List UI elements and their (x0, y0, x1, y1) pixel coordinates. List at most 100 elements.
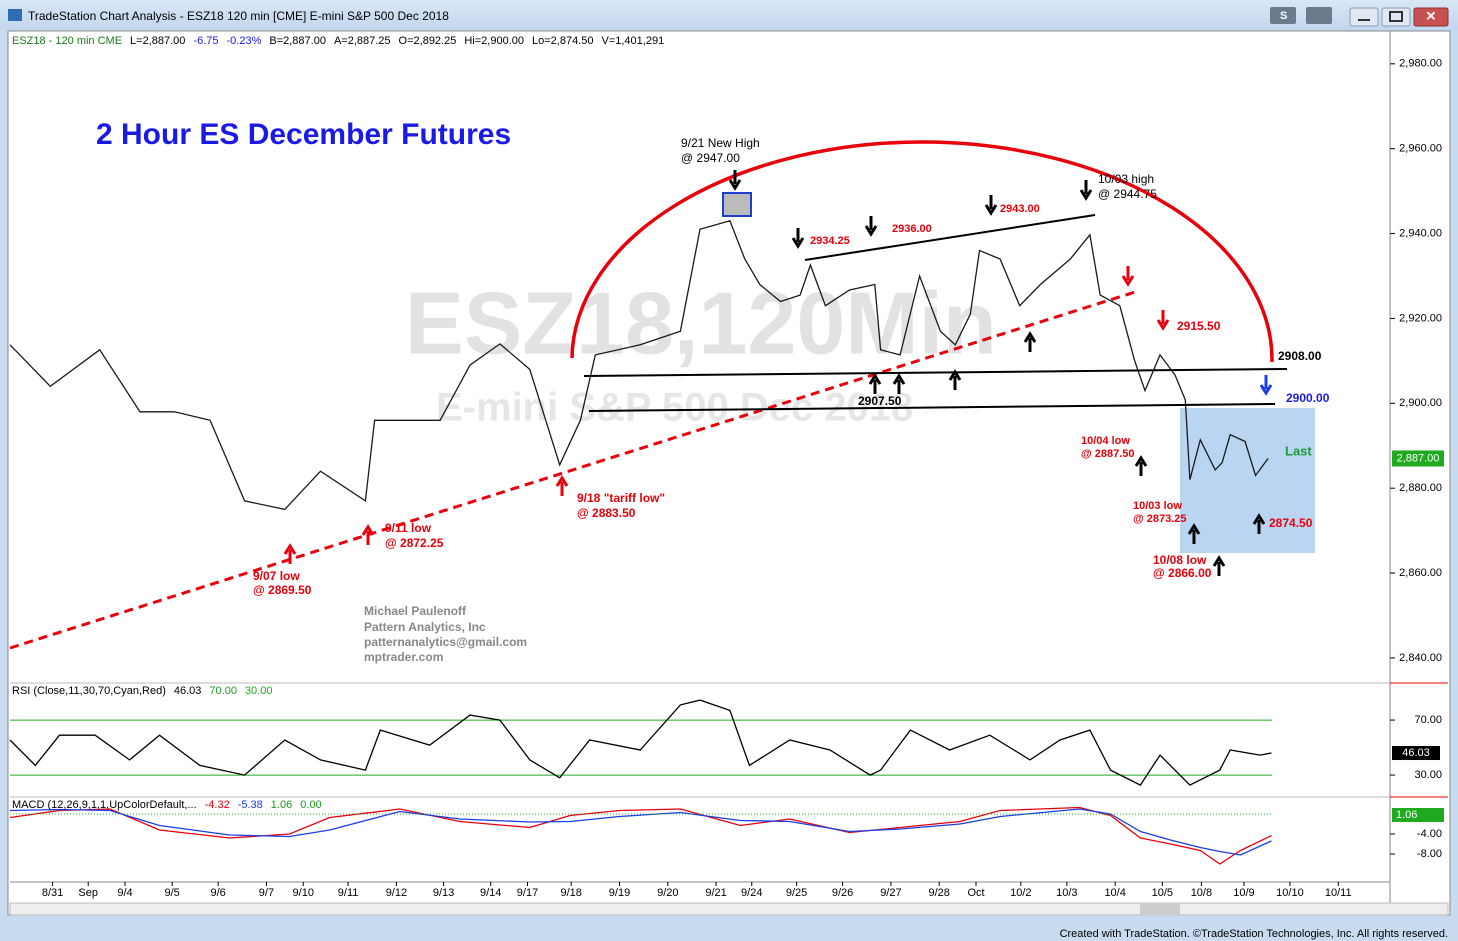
series-line (9, 808, 1272, 856)
y-tick-label: 2,880.00 (1399, 482, 1442, 494)
scroll-bar[interactable] (9, 902, 1449, 916)
y-tick-label: 2,940.00 (1399, 227, 1442, 239)
x-tick-label: 9/28 (928, 887, 949, 899)
x-tick-label: 10/10 (1276, 887, 1304, 899)
chart-headline: 2 Hour ES December Futures (96, 118, 511, 151)
annotation: 2915.50 (1177, 319, 1221, 333)
high-box (722, 192, 752, 217)
annotation: Last (1285, 443, 1312, 458)
legend-entry: MACD (12,26,9,1,1,UpColorDefault,... (12, 799, 197, 811)
annotation: 2936.00 (892, 223, 932, 235)
x-tick-label: 9/25 (786, 887, 807, 899)
symbol-info-field: -6.75 (193, 35, 218, 47)
annotation-arrow (1252, 513, 1266, 534)
annotation-arrow (555, 475, 569, 496)
x-tick-label: 9/5 (165, 887, 180, 899)
symbol-info-field: Lo=2,874.50 (532, 35, 593, 47)
symbol-info: ESZ18 - 120 min CME L=2,887.00 -6.75 -0.23%… (12, 35, 664, 47)
close-button[interactable] (1413, 7, 1449, 27)
footer: Created with TradeStation. ©TradeStation… (1060, 928, 1448, 940)
annotation: @ 2947.00 (681, 151, 740, 165)
indicator-legend: RSI (Close,11,30,70,Cyan,Red) 46.03 70.00 3… (12, 685, 272, 697)
annotation: 9/07 low (253, 569, 300, 583)
x-tick-label: 9/10 (293, 887, 314, 899)
annotation-arrow (892, 373, 906, 394)
annotation: @ 2872.25 (385, 536, 444, 550)
annotation: @ 2869.50 (253, 583, 312, 597)
annotation: @ 2887.50 (1081, 448, 1135, 460)
highlight-box (1180, 408, 1315, 553)
indicator-legend: MACD (12,26,9,1,1,UpColorDefault,... -4.3… (12, 799, 322, 811)
series-line (9, 699, 1272, 786)
histogram-value-label: 1.06 (1396, 809, 1417, 821)
resistance-line (804, 214, 1096, 261)
watermark: ESZ18,120Min (405, 273, 997, 372)
legend-entry: 70.00 (209, 685, 237, 697)
menu-button[interactable] (1306, 7, 1332, 24)
x-tick-label: 9/24 (741, 887, 762, 899)
x-tick-label: 9/27 (880, 887, 901, 899)
close-icon: ✕ (1426, 8, 1437, 23)
annotation-arrow (1121, 266, 1135, 287)
scroll-thumb[interactable] (1140, 904, 1180, 914)
annotation-arrow (864, 216, 878, 237)
minimize-button[interactable] (1349, 7, 1379, 27)
x-tick-label: 10/2 (1010, 887, 1031, 899)
annotation: 10/08 low (1153, 553, 1207, 567)
annotation: 2934.25 (810, 235, 850, 247)
annotation-arrow (791, 228, 805, 249)
x-tick-label: 10/9 (1233, 887, 1254, 899)
author-credit: Pattern Analytics, Inc (364, 620, 486, 634)
annotation: 10/04 low (1081, 435, 1130, 447)
x-tick-label: 9/18 (560, 887, 581, 899)
x-tick-label: 8/31 (42, 887, 63, 899)
annotation-arrow (1134, 455, 1148, 476)
restore-button[interactable] (1381, 7, 1411, 27)
annotation: 2874.50 (1269, 516, 1313, 530)
annotation: 2908.00 (1278, 349, 1322, 363)
y-tick-label: 2,960.00 (1399, 143, 1442, 155)
symbol-info-field: O=2,892.25 (399, 35, 457, 47)
x-tick-label: 9/17 (517, 887, 538, 899)
author-credit: Michael Paulenoff (364, 604, 467, 618)
y-tick-label: 30.00 (1414, 769, 1442, 781)
symbol-info-field: B=2,887.00 (269, 35, 326, 47)
symbol-info-field: Hi=2,900.00 (464, 35, 524, 47)
x-tick-label: 9/13 (433, 887, 454, 899)
annotation-arrow (1259, 375, 1273, 396)
restore-icon (1389, 11, 1403, 22)
x-tick-label: 9/21 (705, 887, 726, 899)
x-tick-label: 10/11 (1325, 887, 1352, 899)
annotation: 9/21 New High (681, 136, 760, 150)
y-tick-label: 70.00 (1414, 714, 1442, 726)
symbol-info-field: L=2,887.00 (130, 35, 185, 47)
annotation-arrow (1156, 310, 1170, 331)
symbol-info-field: A=2,887.25 (334, 35, 391, 47)
x-tick-label: 10/8 (1191, 887, 1212, 899)
x-tick-label: 9/26 (832, 887, 853, 899)
annotation: @ 2873.25 (1133, 513, 1187, 525)
symbol-info-field: V=1,401,291 (601, 35, 664, 47)
rounding-top-arc (570, 140, 1274, 363)
y-tick-label: 2,840.00 (1399, 652, 1442, 664)
legend-entry: 30.00 (245, 685, 273, 697)
series-line (9, 806, 1272, 865)
x-tick-label: 9/7 (259, 887, 274, 899)
y-tick-label: -4.00 (1417, 828, 1442, 840)
annotation-arrow (283, 543, 297, 564)
x-tick-label: 9/6 (211, 887, 226, 899)
annotation: 9/18 "tariff low" (577, 491, 665, 505)
symbol-button[interactable] (1270, 7, 1296, 24)
annotation: @ 2866.00 (1153, 566, 1212, 580)
annotation: 9/11 low (385, 521, 432, 535)
annotation: 2900.00 (1286, 391, 1330, 405)
annotation: 2943.00 (1000, 203, 1040, 215)
last-value-label: 46.03 (1402, 747, 1430, 759)
x-tick-label: 9/11 (338, 887, 359, 899)
symbol-info-field: -0.23% (227, 35, 262, 47)
x-tick-label: 9/20 (657, 887, 678, 899)
trend-line (9, 290, 1136, 650)
annotation-arrow (868, 373, 882, 394)
author-credit: mptrader.com (364, 650, 443, 664)
x-tick-label: 10/5 (1152, 887, 1173, 899)
